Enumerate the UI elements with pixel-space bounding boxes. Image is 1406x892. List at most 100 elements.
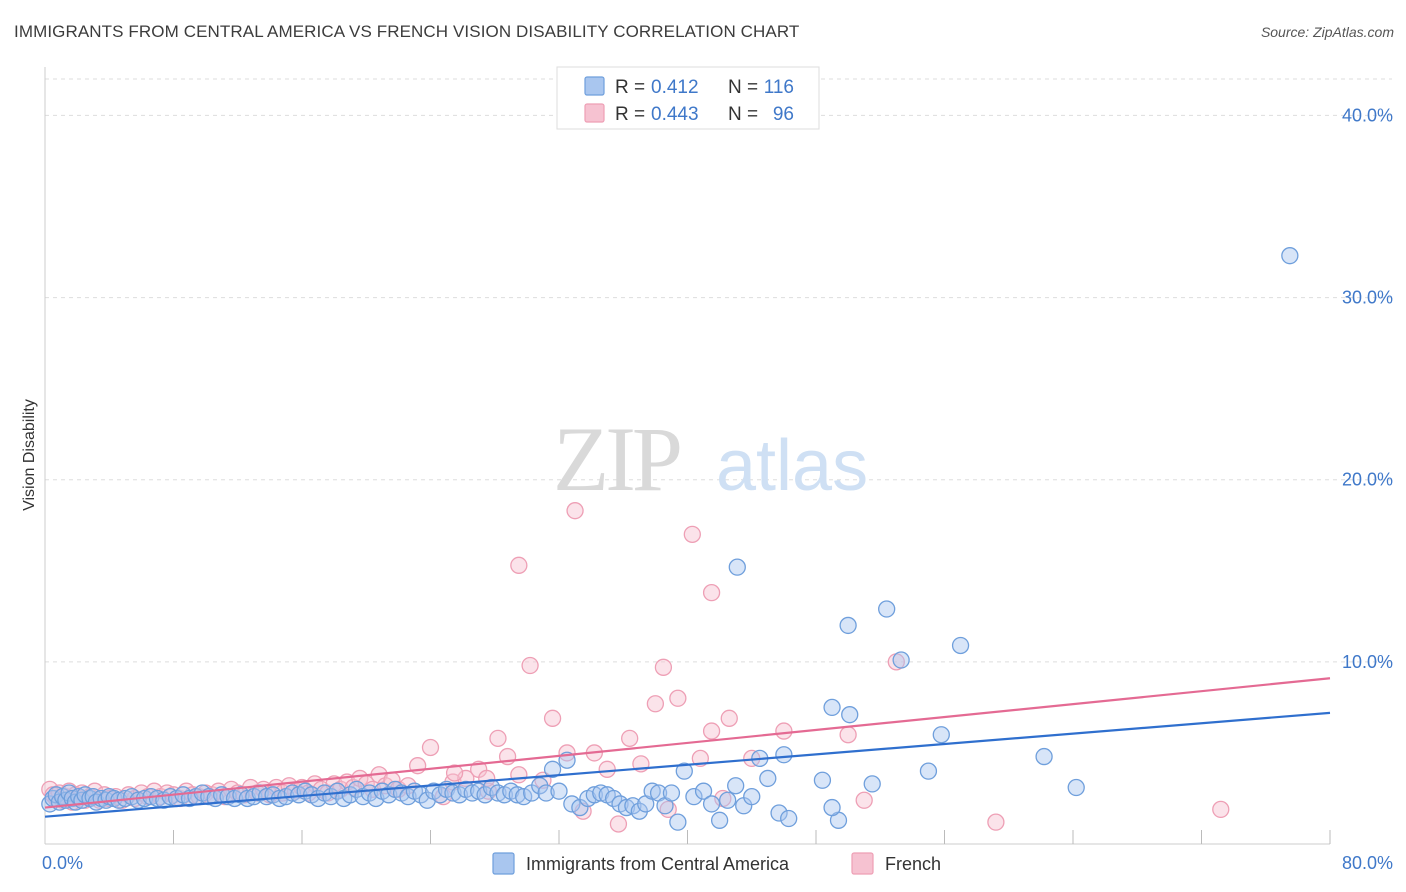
- french-point: [1212, 800, 1230, 819]
- french-point: [421, 738, 440, 757]
- stats-n-label: N =: [728, 104, 758, 125]
- central-america-point: [951, 636, 970, 655]
- y-tick-label: 20.0%: [1342, 470, 1393, 490]
- stats-r-value: 0.412: [651, 77, 699, 98]
- french-point: [609, 815, 628, 833]
- central-america-point: [669, 813, 687, 831]
- central-america-point: [675, 762, 693, 780]
- stats-n-value: 96: [773, 104, 794, 125]
- gridlines: [45, 78, 1392, 663]
- central-america-point: [463, 784, 481, 802]
- y-tick-label: 10.0%: [1342, 652, 1393, 672]
- central-america-point: [719, 791, 737, 809]
- axes: [44, 67, 1331, 845]
- y-tick-label: 40.0%: [1342, 105, 1393, 125]
- central-america-point: [617, 798, 636, 817]
- central-america-point: [643, 782, 661, 800]
- central-america-point: [444, 784, 462, 802]
- stats-r-label: R =: [615, 77, 645, 98]
- legend-swatch: [492, 852, 515, 875]
- central-america-point: [550, 782, 568, 800]
- watermark-atlas: atlas: [716, 426, 868, 506]
- central-america-point: [710, 811, 729, 829]
- french-trend-line: [44, 677, 1331, 809]
- central-america-point: [489, 784, 507, 802]
- chart-title: IMMIGRANTS FROM CENTRAL AMERICA VS FRENC…: [14, 22, 800, 41]
- central-america-point: [770, 804, 788, 822]
- french-point: [489, 729, 507, 748]
- central-america-point: [878, 600, 896, 618]
- central-america-point: [823, 798, 841, 817]
- french-point: [521, 656, 539, 675]
- french-point: [702, 583, 721, 602]
- chart-source: Source: ZipAtlas.com: [1260, 24, 1394, 40]
- tick-labels: 10.0% 20.0% 30.0% 40.0% 0.0% 80.0% Vision Disa…: [21, 105, 1393, 873]
- central-america-point: [919, 762, 938, 780]
- legend-label: French: [885, 854, 941, 874]
- central-america-point: [1281, 247, 1299, 265]
- central-america-point: [148, 789, 167, 808]
- central-america-point: [863, 775, 881, 793]
- central-america-point: [258, 787, 276, 806]
- stats-n-label: N =: [728, 77, 758, 98]
- central-america-trend-line: [44, 711, 1331, 818]
- central-america-point: [841, 706, 859, 724]
- french-point: [702, 722, 721, 740]
- central-america-point: [662, 784, 681, 802]
- central-america-point: [727, 777, 745, 795]
- central-america-point: [823, 698, 841, 717]
- french-point: [720, 709, 738, 727]
- central-america-point: [1035, 747, 1053, 766]
- french-point: [839, 726, 857, 744]
- stats-legend: R = 0.412 N = 116 R = 0.443 N = 96: [556, 66, 820, 130]
- central-america-point: [932, 726, 950, 744]
- central-america-point: [238, 789, 257, 808]
- stats-swatch: [584, 76, 605, 96]
- central-america-point: [694, 782, 713, 800]
- legend-swatch: [851, 852, 874, 875]
- french-point: [775, 722, 793, 740]
- central-america-point: [728, 558, 746, 576]
- central-america-point: [775, 746, 793, 764]
- french-point: [683, 525, 701, 544]
- central-america-point: [839, 616, 857, 635]
- central-america-point: [418, 791, 436, 809]
- central-america-point: [1067, 778, 1085, 797]
- french-point: [558, 744, 576, 762]
- french-point: [621, 729, 639, 748]
- x-tick-label: 0.0%: [42, 853, 83, 873]
- y-axis-title: Vision Disability: [21, 399, 38, 511]
- central-america-point: [543, 760, 562, 778]
- watermark-zip: ZIP: [553, 408, 680, 510]
- y-tick-label: 30.0%: [1342, 288, 1393, 308]
- french-point: [669, 689, 687, 707]
- central-america-point: [585, 786, 603, 804]
- central-america-point: [813, 771, 832, 789]
- x-tick-label: 80.0%: [1342, 853, 1393, 873]
- central-america-point: [892, 651, 910, 669]
- central-america-point: [743, 787, 761, 806]
- central-america-point: [759, 769, 777, 788]
- french-point: [510, 556, 528, 574]
- french-point: [646, 695, 665, 713]
- central-america-point: [702, 795, 721, 813]
- french-point: [566, 502, 584, 520]
- series-legend: Immigrants from Central America French: [492, 852, 941, 875]
- stats-n-value: 116: [764, 77, 794, 98]
- french-point: [598, 760, 616, 778]
- central-america-point: [537, 784, 555, 802]
- french-point: [855, 791, 873, 809]
- stats-r-label: R =: [615, 104, 645, 125]
- central-america-point: [685, 787, 703, 806]
- central-america-point: [508, 786, 526, 804]
- trend-lines: [44, 677, 1331, 818]
- french-point: [510, 766, 528, 784]
- central-america-point: [780, 809, 798, 828]
- central-america-point: [200, 787, 218, 806]
- central-america-point: [592, 784, 610, 802]
- stats-swatch: [584, 103, 605, 123]
- french-point: [987, 813, 1005, 831]
- french-point: [543, 709, 562, 727]
- stats-r-value: 0.443: [651, 104, 699, 125]
